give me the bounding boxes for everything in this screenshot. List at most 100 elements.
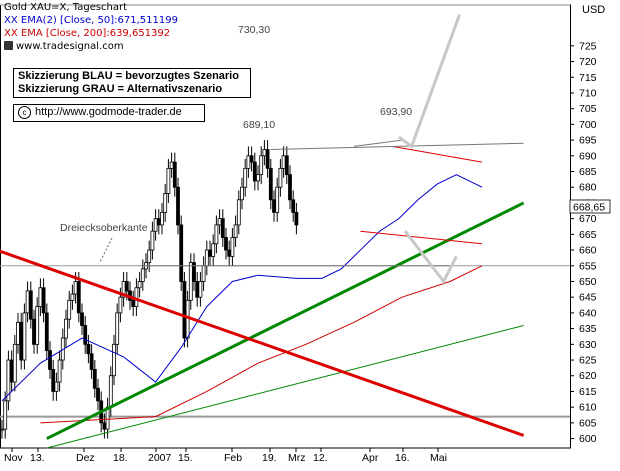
gray-reference-line [353, 139, 403, 147]
x-tick-label: Apr [362, 452, 379, 464]
chart-annotation: Dreiecksoberkante [60, 222, 148, 234]
y-tick-label: 625 [579, 355, 597, 367]
candle-body [262, 149, 267, 157]
ema200-series-line [40, 265, 483, 424]
candle-body [25, 290, 30, 314]
y-tick-label: 640 [579, 307, 597, 319]
scenario-legend-blue: Skizzierung BLAU = bevorzugtes Szenario [18, 70, 239, 82]
candle-body [204, 249, 209, 267]
candle-body [96, 387, 100, 402]
candle-body [86, 343, 91, 355]
y-tick-label: 705 [579, 103, 597, 115]
candle-body [236, 199, 241, 226]
candle-body [233, 224, 238, 238]
candle-body [150, 230, 155, 251]
candle-body [163, 193, 168, 213]
candle-body [211, 243, 216, 257]
candle-body [166, 167, 171, 194]
gray-scenario-path [397, 13, 462, 149]
candle-body [32, 318, 36, 345]
x-tick-label: Mai [430, 452, 447, 464]
candle-body [224, 237, 228, 251]
candle-body [182, 281, 187, 339]
candle-body [76, 281, 81, 314]
candle-body [67, 299, 72, 320]
candle-body [147, 249, 152, 264]
candle-body [118, 296, 123, 314]
y-tick-label: 660 [579, 245, 597, 257]
candle-body [108, 375, 113, 408]
candle-body [156, 218, 161, 226]
candle-body [243, 167, 248, 188]
scenario-legend-box: Skizzierung BLAU = bevorzugtes Szenario … [13, 68, 251, 98]
y-tick-label: 600 [579, 433, 597, 445]
green-trendline [46, 324, 524, 449]
candle-body [57, 359, 62, 383]
y-tick-label: 610 [579, 402, 597, 414]
candle-body [80, 312, 84, 326]
candle-body [0, 428, 4, 431]
y-tick-label: 695 [579, 135, 597, 147]
candle-body [3, 400, 8, 430]
y-axis-label: USD [582, 4, 605, 16]
candle-body [291, 199, 296, 213]
candle-body [54, 381, 59, 392]
candle-body [38, 287, 43, 308]
candle-body [9, 359, 14, 383]
chart-annotation: 730,30 [238, 24, 270, 36]
candle-body [115, 312, 120, 345]
y-tick-label: 670 [579, 213, 597, 225]
website-url: http://www.godmode-trader.de [35, 106, 182, 118]
candle-body [28, 290, 33, 320]
candle-body [249, 155, 254, 163]
candle-body [176, 186, 180, 226]
header-ema50-legend: XX EMA(2) [Close, 50]:671,511199 [4, 15, 178, 27]
x-tick-label: Feb [224, 452, 242, 464]
candle-body [70, 293, 75, 301]
candle-body [230, 237, 235, 257]
y-tick-label: 710 [579, 87, 597, 99]
candle-body [256, 174, 260, 182]
chart-annotation: 693,90 [380, 106, 412, 118]
candle-body [227, 249, 232, 257]
candle-body [275, 186, 280, 213]
y-tick-label: 650 [579, 276, 597, 288]
website-box: c http://www.godmode-trader.de [13, 104, 205, 122]
y-tick-label: 620 [579, 370, 597, 382]
x-tick-label: 19. [262, 452, 277, 464]
candle-body [16, 321, 20, 345]
candle-body [252, 161, 257, 182]
candle-body [137, 281, 142, 289]
header-ema200-text: XX EMA [Close, 200]:639,651392 [4, 28, 171, 39]
x-tick-label: 12. [313, 452, 328, 464]
candle-body [172, 161, 177, 188]
current-price-label: 668,65 [573, 202, 605, 214]
candle-body [281, 155, 286, 169]
copyright-icon: c [18, 105, 31, 119]
candle-body [19, 321, 24, 361]
y-tick-label: 630 [579, 339, 597, 351]
candle-body [140, 268, 145, 282]
candle-body [41, 287, 46, 314]
candle-body [160, 211, 164, 226]
candle-body [188, 262, 193, 301]
x-tick-label: 15. [178, 452, 193, 464]
scenario-legend-gray: Skizzierung GRAU = Alternativszenario [18, 83, 223, 95]
candle-body [284, 155, 289, 176]
candle-body [220, 218, 225, 238]
candle-body [169, 161, 174, 169]
y-tick-label: 715 [579, 72, 597, 84]
ema50-series-line [1, 174, 483, 402]
candle-body [268, 167, 273, 201]
gray-reference-line [270, 142, 524, 151]
header-ema200-legend: XX EMA [Close, 200]:639,651392 [4, 28, 170, 40]
blue-scenario-path [404, 230, 458, 285]
header-chart-title: Gold XAU=X, Tageschart [4, 2, 127, 14]
header-source-text: www.tradesignal.com [16, 41, 124, 52]
header-ema50-text: XX EMA(2) [Close, 50]:671,511199 [4, 15, 178, 26]
y-tick-label: 645 [579, 292, 597, 304]
candle-body [89, 353, 94, 370]
header-chart-title-text: Gold XAU=X, Tageschart [4, 2, 128, 13]
